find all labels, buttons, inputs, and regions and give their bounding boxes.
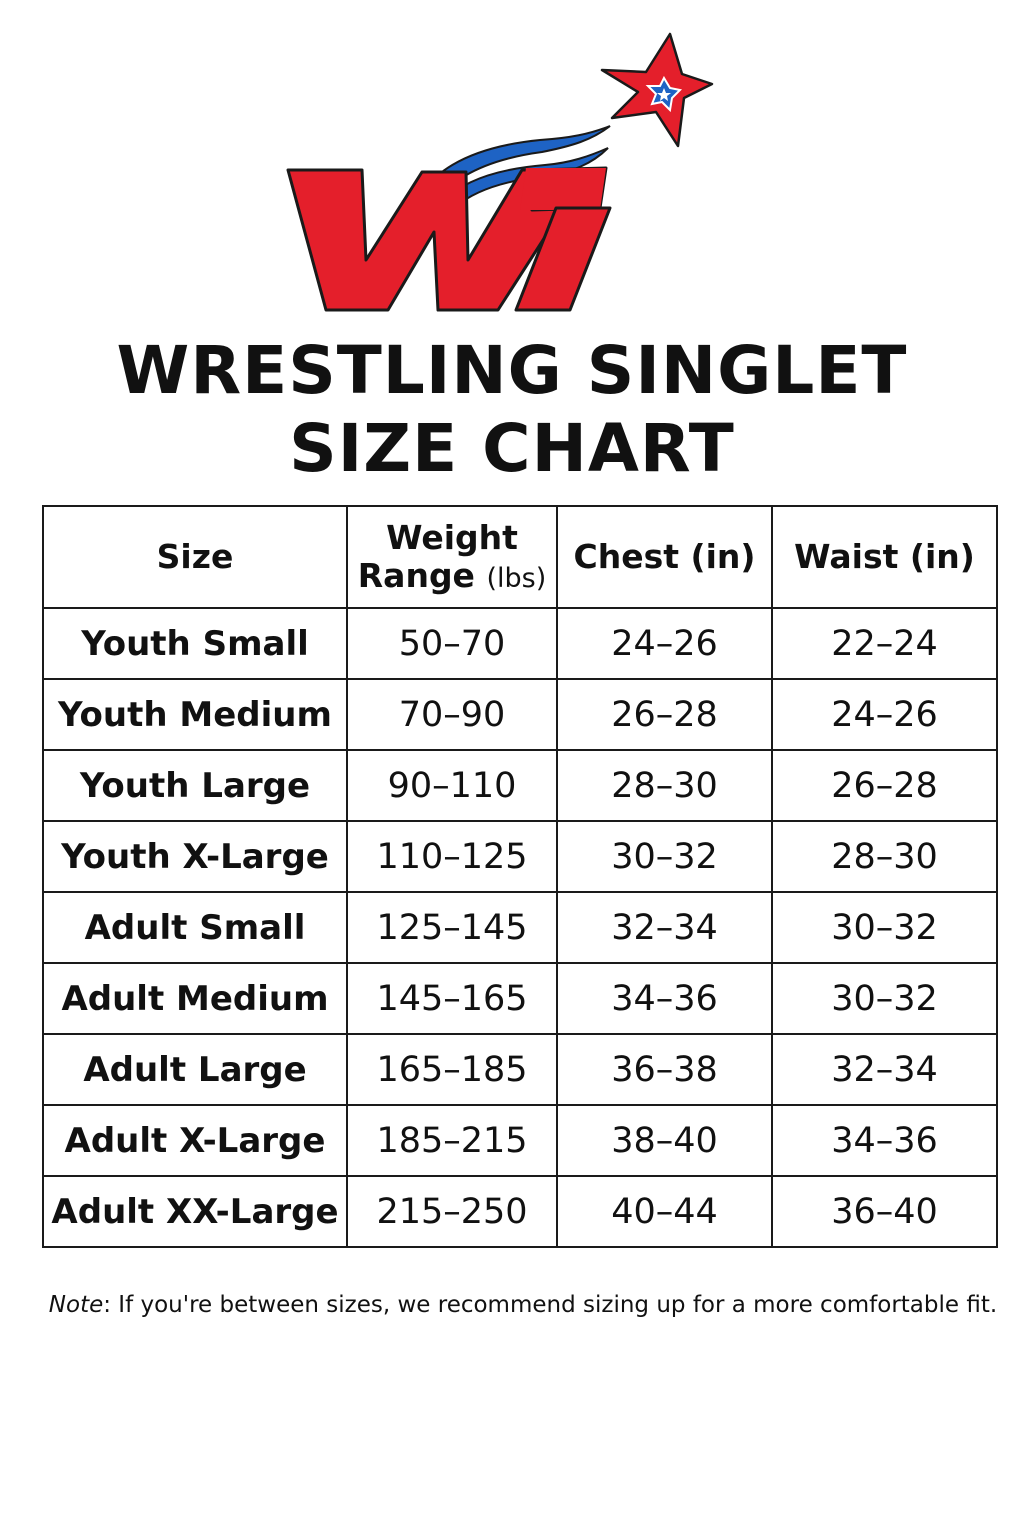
chest-cell: 24–26 <box>556 607 773 680</box>
weight-cell: 215–250 <box>346 1175 558 1248</box>
size-cell: Youth X-Large <box>42 820 348 893</box>
waist-cell: 28–30 <box>771 820 998 893</box>
header-size: Size <box>42 505 348 609</box>
chest-cell: 38–40 <box>556 1104 773 1177</box>
table-row: Youth Large 90–110 28–30 26–28 <box>42 749 998 822</box>
size-cell: Youth Medium <box>42 678 348 751</box>
note-label: Note <box>48 1292 104 1318</box>
waist-cell: 34–36 <box>771 1104 998 1177</box>
waist-cell: 30–32 <box>771 891 998 964</box>
weight-cell: 185–215 <box>346 1104 558 1177</box>
size-chart-table: Size Weight Range (lbs) Chest (in) Waist… <box>42 505 998 1248</box>
size-cell: Adult Large <box>42 1033 348 1106</box>
page-title-line2: SIZE CHART <box>289 410 735 487</box>
chest-cell: 26–28 <box>556 678 773 751</box>
logo-letter-t-stem <box>514 206 612 312</box>
table-row: Youth Medium 70–90 26–28 24–26 <box>42 678 998 751</box>
table-row: Adult Medium 145–165 34–36 30–32 <box>42 962 998 1035</box>
chest-cell: 40–44 <box>556 1175 773 1248</box>
weight-cell: 50–70 <box>346 607 558 680</box>
table-row: Adult X-Large 185–215 38–40 34–36 <box>42 1104 998 1177</box>
waist-cell: 24–26 <box>771 678 998 751</box>
header-waist: Waist (in) <box>771 505 998 609</box>
header-weight-unit: (lbs) <box>486 563 547 594</box>
chest-cell: 36–38 <box>556 1033 773 1106</box>
note-text: : If you're between sizes, we recommend … <box>103 1292 998 1318</box>
logo-letter-t-bar-right <box>520 168 606 210</box>
sizing-note: Note: If you're between sizes, we recomm… <box>0 1292 1024 1318</box>
table-row: Adult Large 165–185 36–38 32–34 <box>42 1033 998 1106</box>
size-cell: Youth Small <box>42 607 348 680</box>
table-header-row: Size Weight Range (lbs) Chest (in) Waist… <box>42 505 998 609</box>
size-cell: Adult XX-Large <box>42 1175 348 1248</box>
table-row: Adult XX-Large 215–250 40–44 36–40 <box>42 1175 998 1248</box>
chest-cell: 30–32 <box>556 820 773 893</box>
size-cell: Youth Large <box>42 749 348 822</box>
waist-cell: 32–34 <box>771 1033 998 1106</box>
size-cell: Adult Small <box>42 891 348 964</box>
header-weight-line1: Weight <box>386 518 518 558</box>
size-cell: Adult Medium <box>42 962 348 1035</box>
chest-cell: 28–30 <box>556 749 773 822</box>
table-row: Youth Small 50–70 24–26 22–24 <box>42 607 998 680</box>
chest-cell: 32–34 <box>556 891 773 964</box>
weight-cell: 125–145 <box>346 891 558 964</box>
size-cell: Adult X-Large <box>42 1104 348 1177</box>
table-row: Youth X-Large 110–125 30–32 28–30 <box>42 820 998 893</box>
wt-logo <box>286 32 714 312</box>
waist-cell: 36–40 <box>771 1175 998 1248</box>
chest-cell: 34–36 <box>556 962 773 1035</box>
weight-cell: 165–185 <box>346 1033 558 1106</box>
page-title-line1: WRESTLING SINGLET <box>116 332 908 409</box>
header-weight-line2: Range <box>357 556 475 595</box>
weight-cell: 145–165 <box>346 962 558 1035</box>
weight-cell: 90–110 <box>346 749 558 822</box>
logo-star-center <box>657 88 671 101</box>
waist-cell: 30–32 <box>771 962 998 1035</box>
waist-cell: 26–28 <box>771 749 998 822</box>
weight-cell: 110–125 <box>346 820 558 893</box>
waist-cell: 22–24 <box>771 607 998 680</box>
header-chest: Chest (in) <box>556 505 773 609</box>
header-weight-range: Weight Range (lbs) <box>346 505 558 609</box>
weight-cell: 70–90 <box>346 678 558 751</box>
table-row: Adult Small 125–145 32–34 30–32 <box>42 891 998 964</box>
